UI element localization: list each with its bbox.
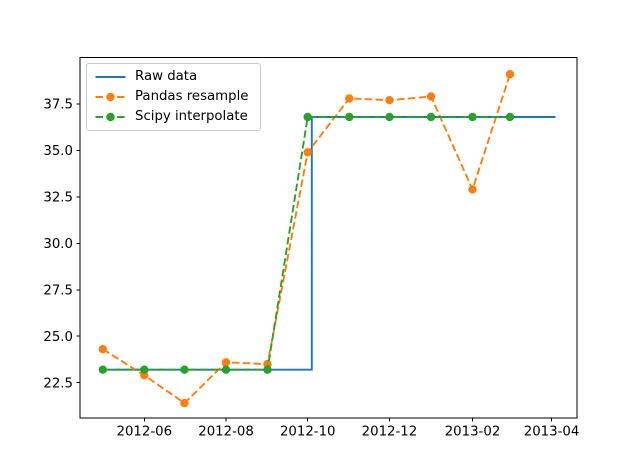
legend-label: Raw data — [135, 69, 198, 85]
legend-row-scipy-interpolate: Scipy interpolate — [95, 107, 248, 127]
legend-row-pandas-resample: Pandas resample — [95, 87, 248, 107]
x-tick-label: 2013-02 — [445, 425, 501, 440]
y-tick-label: 37.5 — [43, 98, 73, 113]
x-tick-label: 2012-12 — [362, 425, 418, 440]
series-marker-2 — [468, 112, 477, 122]
series-marker-1 — [468, 185, 477, 194]
series-marker-2 — [385, 112, 394, 122]
legend-marker-glyph — [106, 92, 115, 102]
x-tick-label: 2012-08 — [198, 425, 254, 440]
series-marker-2 — [98, 365, 108, 374]
y-tick-label: 32.5 — [43, 190, 73, 205]
series-marker-2 — [505, 112, 515, 122]
y-tick-label: 27.5 — [43, 283, 73, 298]
series-marker-1 — [98, 345, 108, 354]
series-marker-2 — [426, 112, 436, 122]
y-tick-label: 22.5 — [43, 376, 73, 391]
plot-border — [79, 57, 578, 419]
series-marker-1 — [505, 70, 515, 79]
series-marker-1 — [345, 94, 354, 103]
series-marker-2 — [140, 365, 149, 374]
series-marker-2 — [345, 112, 354, 122]
x-tick-label: 2012-10 — [280, 425, 336, 440]
series-line-2 — [102, 116, 510, 371]
legend-label: Scipy interpolate — [135, 109, 248, 125]
series-marker-2 — [303, 112, 312, 122]
series-marker-1 — [180, 398, 189, 408]
legend-marker-glyph — [106, 112, 115, 122]
y-tick-label: 25.0 — [43, 330, 73, 345]
series-marker-2 — [180, 365, 189, 374]
series-marker-1 — [303, 148, 312, 157]
series-marker-1 — [385, 96, 394, 105]
legend: Raw data Pandas resample Scipy interpola… — [86, 63, 262, 131]
legend-sample-scipy-interpolate-line-icon — [95, 112, 126, 122]
series-line-0 — [102, 116, 556, 371]
legend-sample-pandas-resample-line-icon — [95, 92, 126, 102]
series-marker-2 — [221, 365, 231, 374]
series-marker-1 — [426, 92, 436, 101]
legend-row-raw-data: Raw data — [95, 67, 248, 87]
x-tick-label: 2013-04 — [524, 425, 580, 440]
series-marker-2 — [263, 365, 272, 374]
y-tick-label: 35.0 — [43, 144, 73, 159]
y-tick-label: 30.0 — [43, 237, 73, 252]
legend-sample-raw-data-line-icon — [95, 76, 126, 78]
legend-label: Pandas resample — [135, 89, 249, 105]
x-tick-label: 2012-06 — [117, 425, 173, 440]
series-marker-1 — [221, 358, 231, 367]
